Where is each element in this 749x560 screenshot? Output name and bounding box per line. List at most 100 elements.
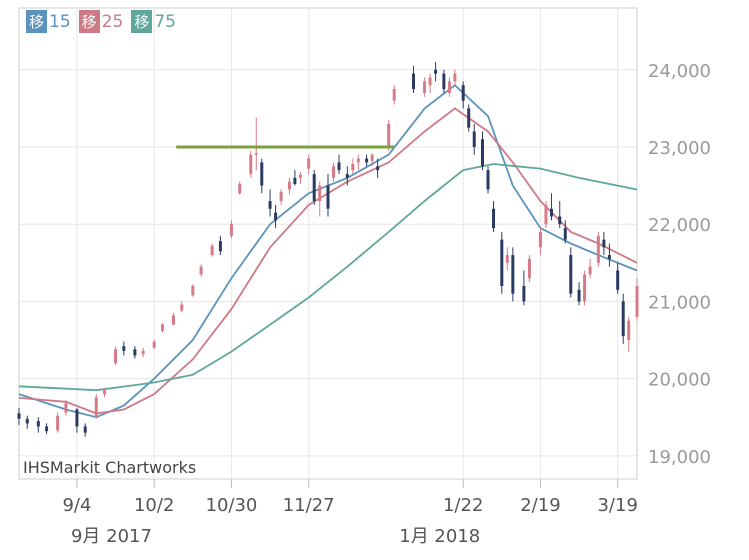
month-label: 1月 2018 [399,526,480,547]
watermark: IHSMarkit Chartworks [23,458,197,477]
candle-body [94,397,98,418]
plot-frame [18,7,638,480]
candle-body [36,421,40,427]
candle-body [500,239,504,286]
candle-body [307,158,311,169]
candle-body [472,131,476,147]
candle-body [387,123,391,147]
candle-body [549,208,553,217]
legend-item-ma25: 移 25 [78,10,124,33]
candle-body [312,174,316,202]
candle-body [481,139,484,167]
candle-body [616,270,620,290]
candlestick-layer [17,62,639,437]
candle-body [238,184,242,194]
candle-body [260,162,264,186]
candle-body [218,241,222,252]
candle-body [191,285,195,296]
candle-body [467,108,471,128]
ma-line-25 [18,107,638,415]
x-tick-label: 2/19 [520,495,560,516]
y-tick-label: 23,000 [648,138,711,159]
candle-body [588,266,592,275]
candle-body [254,153,258,155]
candle-body [172,315,175,325]
candle-body [180,304,184,311]
moving-average-layer [18,84,638,419]
x-tick-label: 10/30 [206,495,258,516]
y-tick-label: 24,000 [648,61,711,82]
ma-line-15 [18,84,638,419]
candle-body [83,426,87,433]
legend-item-ma15: 移 15 [26,10,71,33]
candle-body [229,224,233,236]
candle-body [492,208,496,229]
legend: 移 15 移 25 移 75 [26,10,176,33]
candle-body [160,324,164,331]
candle-body [199,266,203,275]
candle-body [75,409,79,427]
candle-body [583,274,587,302]
candle-body [293,177,297,185]
candle-body [56,415,60,431]
candle-body [25,418,29,424]
candle-body [370,154,374,161]
candle-body [434,69,438,74]
x-tick-label: 1/22 [443,495,483,516]
grid-layer [18,7,638,480]
candle-body [122,346,126,351]
x-tick-label: 9/4 [62,495,91,516]
legend-chip-ma15: 移 [26,10,48,33]
candle-body [428,77,432,86]
legend-chip-ma75: 移 [131,10,153,33]
candle-body [365,158,369,163]
candle-body [332,166,336,178]
candle-body [511,255,515,294]
candle-body [103,390,107,395]
candle-body [461,85,465,101]
candle-body [607,255,611,259]
candle-body [64,403,68,413]
candle-body [268,201,272,209]
legend-item-ma75: 移 75 [131,10,176,33]
axis-layer: 24,000 23,000 22,000 21,000 20,000 19,000 9/4 1… [62,61,711,547]
y-tick-label: 20,000 [648,370,711,391]
legend-label-ma15: 15 [49,11,71,32]
candle-body [635,285,639,317]
legend-label-ma25: 25 [101,11,124,32]
candle-body [17,413,21,419]
candle-body [318,185,322,202]
x-tick-label: 11/27 [283,495,335,516]
candle-body [621,301,625,337]
candle-body [577,289,581,302]
candle-body [133,349,137,356]
candle-body [287,181,291,190]
x-tick-label: 10/2 [134,495,174,516]
ma-line-75 [18,163,638,392]
legend-label-ma75: 75 [154,11,176,32]
candle-body [569,255,573,294]
candle-body [442,73,446,90]
candle-body [152,341,156,348]
candle-body [141,350,145,354]
candle-body [298,174,302,178]
month-label: 9月 2017 [71,526,152,547]
candle-body [249,154,253,175]
y-tick-label: 22,000 [648,215,711,236]
candle-body [337,162,341,171]
candle-body [356,158,360,163]
candle-body [345,174,349,178]
candle-body [505,255,509,263]
candle-body [538,231,542,248]
candle-body [522,285,526,302]
candle-body [558,216,562,225]
candle-body [351,163,355,171]
candle-body [423,81,427,93]
candle-body [563,228,567,240]
candle-body [326,185,330,209]
y-tick-label: 21,000 [648,292,711,313]
candle-body [412,73,416,90]
candle-body [447,81,451,93]
